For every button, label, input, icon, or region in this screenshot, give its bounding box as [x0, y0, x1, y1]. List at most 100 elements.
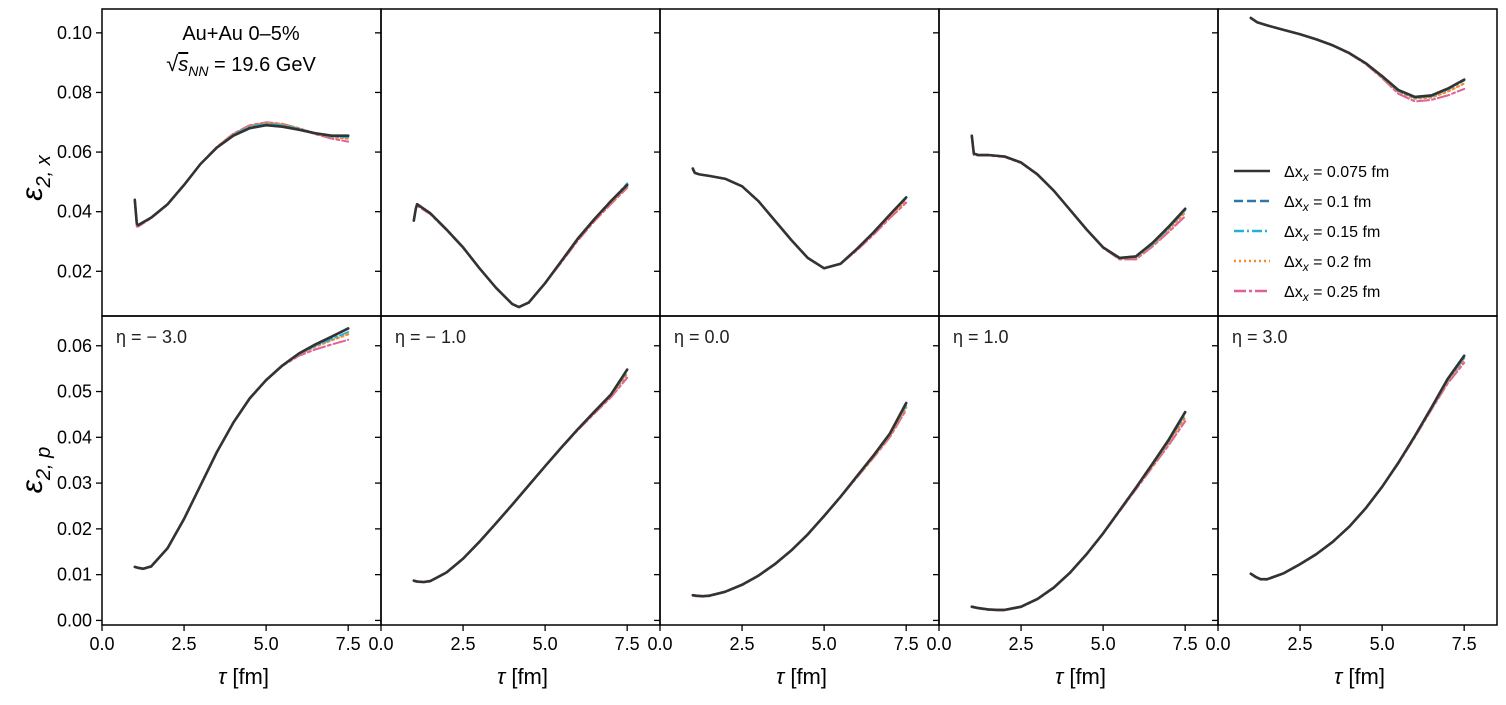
y-tick-label: 0.08	[57, 82, 92, 102]
series-group	[1249, 354, 1466, 581]
eta-label: η = 1.0	[953, 327, 1009, 347]
legend-label-015-value: = 0.15 fm	[1309, 224, 1381, 241]
x-tick-label: 0.0	[926, 634, 951, 654]
x-axis-title-var: τ	[776, 664, 786, 689]
x-tick-label: 2.5	[172, 634, 197, 654]
x-tick-label: 2.5	[730, 634, 755, 654]
legend-entry-015: Δxx = 0.15 fm	[1234, 224, 1380, 244]
x-axis-title: τ [fm]	[497, 664, 548, 689]
series-line-0075	[691, 401, 908, 598]
x-axis-title: τ [fm]	[218, 664, 269, 689]
y-tick-label: 0.05	[57, 382, 92, 402]
legend-entry-02: Δxx = 0.2 fm	[1234, 254, 1371, 274]
legend-label-025-var: Δx	[1284, 284, 1303, 301]
eta-label: η = − 3.0	[116, 327, 187, 347]
x-tick-label: 5.0	[1370, 634, 1395, 654]
series-line-0075	[1249, 16, 1466, 99]
legend-label-025-value: = 0.25 fm	[1309, 284, 1381, 301]
x-tick-label: 0.0	[368, 634, 393, 654]
series-group	[1249, 16, 1466, 103]
legend-entry-0075: Δxx = 0.075 fm	[1234, 164, 1389, 184]
x-tick-label: 7.5	[894, 634, 919, 654]
x-tick-label: 7.5	[336, 634, 361, 654]
energy-label-sub: NN	[188, 63, 209, 79]
legend-label-01-value: = 0.1 fm	[1309, 194, 1372, 211]
x-tick-label: 5.0	[812, 634, 837, 654]
y-tick-label: 0.02	[57, 519, 92, 539]
eta-label: η = 0.0	[674, 327, 730, 347]
legend-label-015: Δxx = 0.15 fm	[1284, 224, 1380, 244]
legend-label-0075: Δxx = 0.075 fm	[1284, 164, 1389, 184]
panels: 0.02 0.04 0.06 0.08 0.10 0.00 0.01 0.02 0.03 0.04…	[57, 8, 1498, 689]
collision-label: Au+Au 0–5%	[182, 23, 300, 45]
x-axis-title: τ [fm]	[1334, 664, 1385, 689]
y-tick-label: 0.06	[57, 142, 92, 162]
legend-label-02-var: Δx	[1284, 254, 1303, 271]
legend-label-01-sub: x	[1302, 200, 1310, 214]
series-group	[691, 401, 908, 598]
x-tick-label: 5.0	[1091, 634, 1116, 654]
panel-r1-c2: 0.0 2.5 5.0 7.5 τ [fm] η = 0.0	[647, 315, 940, 689]
x-axis-title-unit: [fm]	[1342, 664, 1385, 689]
legend: Δxx = 0.075 fm Δxx = 0.1 fm Δxx = 0.15 f…	[1234, 164, 1389, 304]
legend-label-01-var: Δx	[1284, 194, 1303, 211]
x-axis-title-unit: [fm]	[784, 664, 827, 689]
x-tick-label: 2.5	[1288, 634, 1313, 654]
x-axis-title: τ [fm]	[776, 664, 827, 689]
x-tick-label: 5.0	[254, 634, 279, 654]
row-title-epsilon-2x-symbol: ε	[16, 187, 49, 201]
x-tick-label: 7.5	[1452, 634, 1477, 654]
series-group	[412, 368, 629, 584]
energy-label-value: = 19.6 GeV	[209, 54, 317, 76]
panel-r1-c0: 0.00 0.01 0.02 0.03 0.04 0.05 0.06 0.0 2.5 5.0 7.5…	[57, 315, 382, 689]
series-line-0075	[412, 368, 629, 584]
series-group	[970, 134, 1187, 261]
panel-r1-c1: 0.0 2.5 5.0 7.5 τ [fm] η = − 1.0	[368, 315, 661, 689]
row-title-epsilon-2x: ε2, x	[16, 154, 55, 200]
series-line-0075	[970, 134, 1187, 260]
legend-label-0075-var: Δx	[1284, 164, 1303, 181]
legend-label-015-var: Δx	[1284, 224, 1303, 241]
x-axis-title-unit: [fm]	[1063, 664, 1106, 689]
series-line-0075	[691, 167, 908, 270]
series-group	[970, 410, 1187, 612]
x-axis-title-var: τ	[1334, 664, 1344, 689]
legend-label-025: Δxx = 0.25 fm	[1284, 284, 1380, 304]
series-group	[133, 121, 350, 228]
series-group	[133, 327, 350, 571]
legend-label-02-value: = 0.2 fm	[1309, 254, 1372, 271]
x-axis-title: τ [fm]	[1055, 664, 1106, 689]
x-tick-label: 0.0	[647, 634, 672, 654]
legend-entry-01: Δxx = 0.1 fm	[1234, 194, 1371, 214]
legend-label-02-sub: x	[1302, 260, 1310, 274]
x-tick-label: 2.5	[451, 634, 476, 654]
eta-label: η = 3.0	[1232, 327, 1288, 347]
eta-label: η = − 1.0	[395, 327, 466, 347]
x-axis-title-var: τ	[218, 664, 228, 689]
x-axis-title-unit: [fm]	[505, 664, 548, 689]
series-group	[412, 182, 629, 309]
series-line-0075	[412, 183, 629, 309]
legend-label-0075-value: = 0.075 fm	[1309, 164, 1390, 181]
y-tick-label: 0.10	[57, 23, 92, 43]
series-line-0075	[970, 410, 1187, 612]
x-axis-title-var: τ	[1055, 664, 1065, 689]
y-tick-label: 0.06	[57, 336, 92, 356]
x-axis-title-var: τ	[497, 664, 507, 689]
x-tick-label: 7.5	[615, 634, 640, 654]
y-tick-label: 0.04	[57, 202, 92, 222]
legend-entry-025: Δxx = 0.25 fm	[1234, 284, 1380, 304]
x-tick-label: 0.0	[89, 634, 114, 654]
legend-label-025-sub: x	[1302, 290, 1310, 304]
legend-label-0075-sub: x	[1302, 170, 1310, 184]
series-line-0075	[133, 123, 350, 227]
panel-frame	[1217, 315, 1498, 626]
x-tick-label: 7.5	[1173, 634, 1198, 654]
x-tick-label: 5.0	[533, 634, 558, 654]
y-tick-label: 0.04	[57, 427, 92, 447]
x-tick-label: 2.5	[1009, 634, 1034, 654]
panel-r1-c3: 0.0 2.5 5.0 7.5 τ [fm] η = 1.0	[926, 315, 1219, 689]
